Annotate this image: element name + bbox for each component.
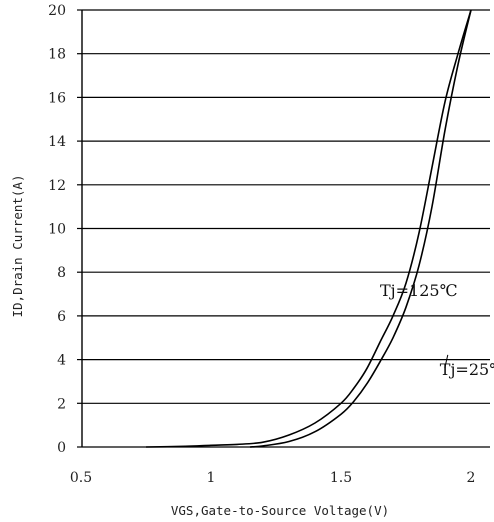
x-tick-label: 0.5 — [70, 470, 92, 486]
annotation-label: Tj=25℃ — [440, 360, 494, 379]
y-tick-label: 4 — [57, 353, 66, 369]
x-tick-labels: 0.5 1 1.5 2 — [70, 470, 476, 486]
y-tick-label: 0 — [57, 440, 66, 456]
series-line-1 — [249, 9, 472, 448]
x-tick-label: 2 — [467, 470, 476, 486]
y-tick-label: 10 — [48, 222, 66, 238]
y-tick-label: 12 — [48, 178, 66, 194]
y-tick-label: 18 — [48, 47, 66, 63]
series-line-0 — [145, 9, 472, 448]
grid — [82, 9, 490, 448]
y-tick-label: 16 — [48, 90, 66, 106]
y-tick-label: 14 — [48, 134, 66, 150]
axes — [77, 9, 83, 448]
x-axis-label: VGS,Gate-to-Source Voltage(V) — [171, 503, 389, 518]
x-tick-label: 1.5 — [330, 470, 352, 486]
annotation-leader — [444, 354, 449, 369]
y-tick-label: 2 — [57, 396, 66, 412]
x-tick-label: 1 — [207, 470, 216, 486]
y-tick-label: 8 — [57, 265, 66, 281]
y-axis-label: ID,Drain Current(A) — [10, 175, 25, 318]
y-tick-labels: 0 2 4 6 8 10 12 14 16 18 20 — [48, 3, 66, 456]
series-lines — [145, 9, 472, 448]
annotations: Tj=125℃ Tj=25℃ — [380, 281, 494, 379]
y-tick-label: 6 — [57, 309, 66, 325]
annotation-label: Tj=125℃ — [380, 281, 457, 300]
y-tick-label: 20 — [48, 3, 66, 19]
